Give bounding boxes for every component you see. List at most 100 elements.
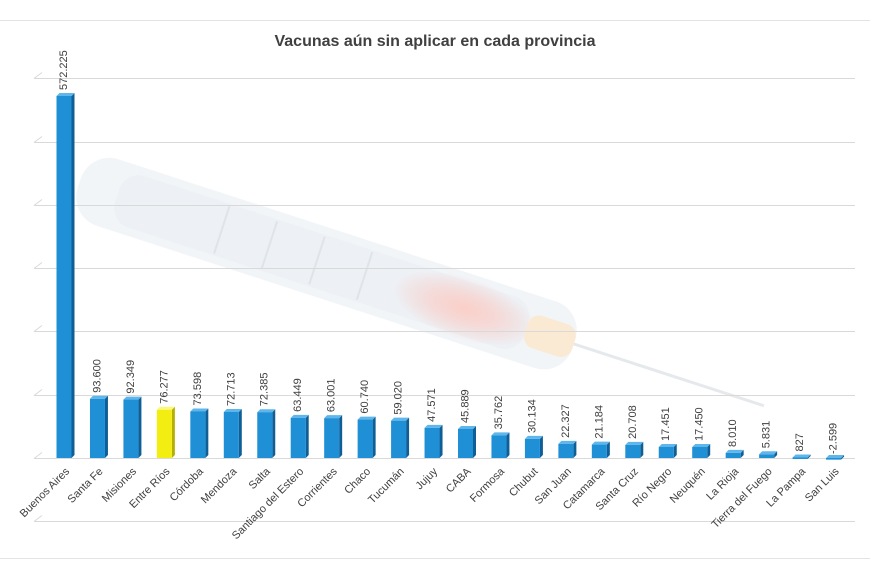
bar-corrientes xyxy=(324,415,343,458)
value-label: 63.449 xyxy=(292,378,304,412)
value-label: 22.327 xyxy=(560,404,572,438)
bar-top xyxy=(391,417,410,421)
bar-top xyxy=(424,424,443,428)
bar-rio-negro xyxy=(658,443,677,458)
bar-top xyxy=(357,416,376,420)
bar xyxy=(458,428,473,458)
bar xyxy=(692,446,708,458)
bar-santiago-del-estero xyxy=(290,414,309,458)
value-labels: 572.225 93.600 92.349 76.277 73.598 72.713 72.… xyxy=(58,50,840,454)
bar-top xyxy=(156,406,175,410)
value-label: 72.713 xyxy=(225,372,237,406)
bar-san-luis xyxy=(826,455,845,460)
bar-top xyxy=(491,432,510,436)
value-label: 76.277 xyxy=(158,370,170,404)
bar-misiones xyxy=(123,396,142,458)
value-label: 17.450 xyxy=(694,407,706,441)
bar-catamarca xyxy=(591,441,610,458)
bar-chaco xyxy=(357,416,376,458)
bar-side xyxy=(707,443,711,458)
bar xyxy=(89,398,105,458)
bar-top xyxy=(625,441,644,445)
gridline-depth xyxy=(33,389,43,396)
category-label: Jujuy xyxy=(414,465,441,492)
bar-caba xyxy=(458,425,476,458)
bar-side xyxy=(740,449,744,458)
gridline-depth xyxy=(33,199,43,206)
value-label: 8.010 xyxy=(727,419,739,447)
category-label: San Luis xyxy=(803,465,842,504)
category-label: Tucumán xyxy=(366,466,407,507)
bar xyxy=(625,444,641,458)
bar-jujuy xyxy=(424,424,443,458)
value-label: 73.598 xyxy=(192,372,204,406)
bar-cordoba xyxy=(190,408,209,458)
bar-side xyxy=(673,443,677,458)
bar xyxy=(591,444,607,458)
bar-top xyxy=(190,408,209,412)
bar-top xyxy=(826,455,845,458)
bar xyxy=(725,452,741,458)
gridlines xyxy=(0,20,870,559)
bar-top xyxy=(223,409,242,413)
bar-top xyxy=(558,440,577,444)
bar-buenos-aires xyxy=(56,93,75,458)
category-label: Chaco xyxy=(342,466,373,497)
bar-side xyxy=(171,406,175,458)
bar-side xyxy=(305,414,309,458)
bar-top xyxy=(725,449,744,453)
bar-side xyxy=(272,409,276,458)
value-label: 60.740 xyxy=(359,380,371,414)
bar-mendoza xyxy=(223,409,242,458)
bar xyxy=(357,419,373,458)
gridline-depth xyxy=(33,325,43,332)
bar-santa-fe xyxy=(89,395,108,458)
bar-side xyxy=(573,440,577,458)
bar-side xyxy=(71,93,75,458)
bar-top xyxy=(591,441,610,445)
bar-side xyxy=(841,455,845,460)
bar-side xyxy=(205,408,209,458)
value-label: 45.889 xyxy=(460,389,472,423)
chart-title: Vacunas aún sin aplicar en cada provinci… xyxy=(274,33,596,50)
bar-top xyxy=(257,409,276,413)
category-label: Chubut xyxy=(507,466,541,500)
bar xyxy=(491,435,507,458)
value-label: 30.134 xyxy=(526,399,538,433)
bar-side xyxy=(339,415,343,458)
bar xyxy=(391,420,407,458)
bar-la-pampa xyxy=(792,454,811,459)
category-label: Formosa xyxy=(468,465,508,505)
bar xyxy=(524,438,540,458)
bar-side xyxy=(372,416,376,458)
bar-side xyxy=(774,451,778,458)
bar-top xyxy=(458,425,476,429)
value-label: 93.600 xyxy=(91,359,103,393)
bar-side xyxy=(104,395,108,458)
value-label: 92.349 xyxy=(125,360,137,394)
bar xyxy=(826,458,842,460)
bar-tierra-del-fuego xyxy=(759,451,778,458)
category-label: Buenos Aires xyxy=(18,465,73,520)
bar-side xyxy=(506,432,510,458)
bar-top xyxy=(692,443,711,447)
bar-side xyxy=(439,424,443,458)
value-label: 17.451 xyxy=(660,407,672,441)
bar-top xyxy=(123,396,142,400)
bar-chubut xyxy=(524,435,543,458)
bar-side xyxy=(138,396,142,458)
bar-side xyxy=(640,441,644,458)
category-label: Mendoza xyxy=(199,465,240,506)
gridline-depth xyxy=(33,72,43,79)
bar xyxy=(56,96,72,458)
bar-top xyxy=(658,443,677,447)
bar-top xyxy=(89,395,108,399)
bar-santa-cruz xyxy=(625,441,644,458)
bar-neuquen xyxy=(692,443,711,458)
value-label: 5.831 xyxy=(761,421,773,449)
value-label: 47.571 xyxy=(426,388,438,422)
value-label: 827 xyxy=(794,433,806,451)
